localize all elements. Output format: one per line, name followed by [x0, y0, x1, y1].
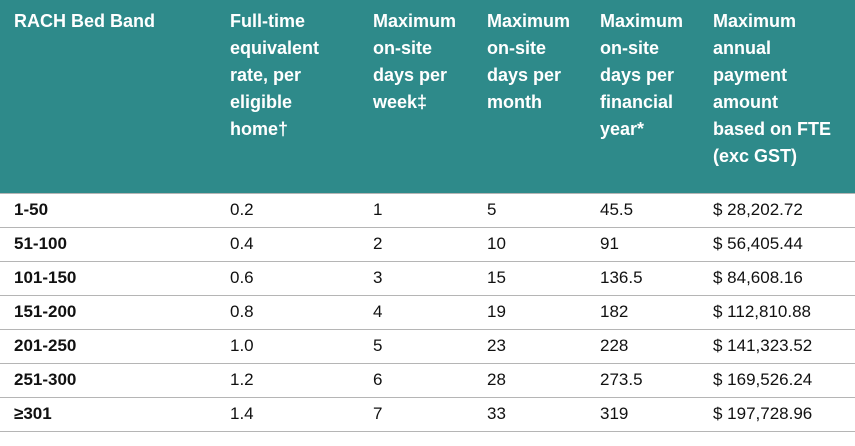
table-cell: 1.4 [216, 396, 359, 432]
table-cell: 1.2 [216, 362, 359, 397]
table-cell: 0.6 [216, 260, 359, 295]
table-cell: 19 [473, 294, 586, 329]
bed-band-cell: 251-300 [0, 362, 216, 397]
table-body: 1-50 0.2 1 5 45.5 $ 28,202.72 51-100 0.4 2 10 91 $ … [0, 192, 855, 432]
table-row: 151-200 0.8 4 19 182 $ 112,810.88 [0, 294, 855, 329]
table-cell: $ 169,526.24 [699, 362, 855, 397]
table-cell: 1.0 [216, 328, 359, 363]
table-cell: $ 28,202.72 [699, 192, 855, 227]
table-cell: 5 [359, 328, 473, 363]
table-cell: 273.5 [586, 362, 699, 397]
table-cell: 6 [359, 362, 473, 397]
table-cell: 4 [359, 294, 473, 329]
table-row: 101-150 0.6 3 15 136.5 $ 84,608.16 [0, 260, 855, 295]
rach-table: RACH Bed Band Full-time equivalent rate, … [0, 0, 855, 432]
bed-band-cell: ≥301 [0, 396, 216, 432]
table-cell: 5 [473, 192, 586, 227]
bed-band-cell: 201-250 [0, 328, 216, 363]
header-cell: Full-time equivalent rate, per eligible … [216, 0, 359, 193]
table-cell: 28 [473, 362, 586, 397]
header-row: RACH Bed Band Full-time equivalent rate, … [0, 0, 855, 193]
table-cell: 228 [586, 328, 699, 363]
table-row: 51-100 0.4 2 10 91 $ 56,405.44 [0, 226, 855, 261]
table-cell: 7 [359, 396, 473, 432]
table-cell: 10 [473, 226, 586, 261]
header-cell: Maximum annual payment amount based on F… [699, 0, 855, 193]
table-cell: 15 [473, 260, 586, 295]
table-cell: 0.4 [216, 226, 359, 261]
table-row: ≥301 1.4 7 33 319 $ 197,728.96 [0, 396, 855, 432]
table-cell: 33 [473, 396, 586, 432]
header-cell: RACH Bed Band [0, 0, 216, 193]
table-cell: $ 141,323.52 [699, 328, 855, 363]
table-cell: $ 84,608.16 [699, 260, 855, 295]
bed-band-cell: 101-150 [0, 260, 216, 295]
table-cell: 182 [586, 294, 699, 329]
table-cell: $ 197,728.96 [699, 396, 855, 432]
table-row: 1-50 0.2 1 5 45.5 $ 28,202.72 [0, 192, 855, 227]
table-cell: 23 [473, 328, 586, 363]
header-cell: Maximum on-site days per month [473, 0, 586, 193]
bed-band-cell: 151-200 [0, 294, 216, 329]
table-cell: $ 112,810.88 [699, 294, 855, 329]
table-cell: 2 [359, 226, 473, 261]
table-cell: 0.2 [216, 192, 359, 227]
table-cell: 0.8 [216, 294, 359, 329]
header-cell: Maximum on-site days per financial year* [586, 0, 699, 193]
table-cell: 319 [586, 396, 699, 432]
table-cell: 45.5 [586, 192, 699, 227]
table-cell: 1 [359, 192, 473, 227]
table-row: 201-250 1.0 5 23 228 $ 141,323.52 [0, 328, 855, 363]
bed-band-cell: 1-50 [0, 192, 216, 227]
table-cell: 91 [586, 226, 699, 261]
table-row: 251-300 1.2 6 28 273.5 $ 169,526.24 [0, 362, 855, 397]
table-cell: $ 56,405.44 [699, 226, 855, 261]
table-cell: 3 [359, 260, 473, 295]
header-cell: Maximum on-site days per week‡ [359, 0, 473, 193]
table-cell: 136.5 [586, 260, 699, 295]
bed-band-cell: 51-100 [0, 226, 216, 261]
